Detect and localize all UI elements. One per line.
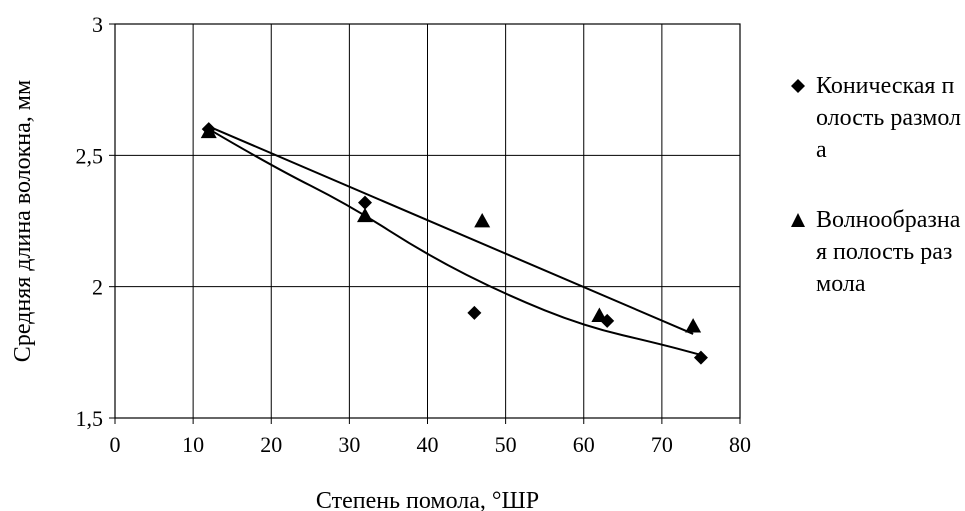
x-tick-label: 60 [573,432,595,457]
y-tick-label: 1,5 [76,406,104,431]
x-tick-label: 40 [417,432,439,457]
legend-label-wave: Волнообразная полость размола [816,207,961,297]
y-tick-label: 2 [92,275,103,300]
trendline-series-2 [208,125,694,335]
data-point-diamond [693,350,708,365]
plot-area-border [114,23,741,419]
x-tick-label: 20 [260,432,282,457]
data-point-triangle [200,123,217,139]
x-axis-title: Степень помола, °ШР [316,488,539,511]
legend-item-conical: Коническая полость размола [790,70,965,166]
y-axis-title: Средняя длина волокна, мм [10,80,36,362]
triangle-icon [791,213,805,227]
x-tick-label: 30 [338,432,360,457]
x-tick-label: 10 [182,432,204,457]
x-tick-label: 70 [651,432,673,457]
x-tick-label: 80 [729,432,751,457]
data-point-diamond [467,305,482,320]
data-point-triangle [474,213,491,228]
y-tick-label: 2,5 [76,143,104,168]
x-tick-label: 0 [110,432,121,457]
data-point-diamond [358,195,372,210]
trendline-series-1 [208,128,702,356]
diamond-icon [791,79,805,93]
data-point-triangle [591,307,608,322]
legend-item-wave: Волнообразная полость размола [790,204,965,300]
legend-label-conical: Коническая полость размола [816,73,961,163]
x-tick-label: 50 [495,432,517,457]
data-point-triangle [357,207,373,223]
y-tick-label: 3 [92,12,103,37]
data-point-triangle [685,318,702,333]
legend: Коническая полость размола Волнообразная… [790,70,965,338]
